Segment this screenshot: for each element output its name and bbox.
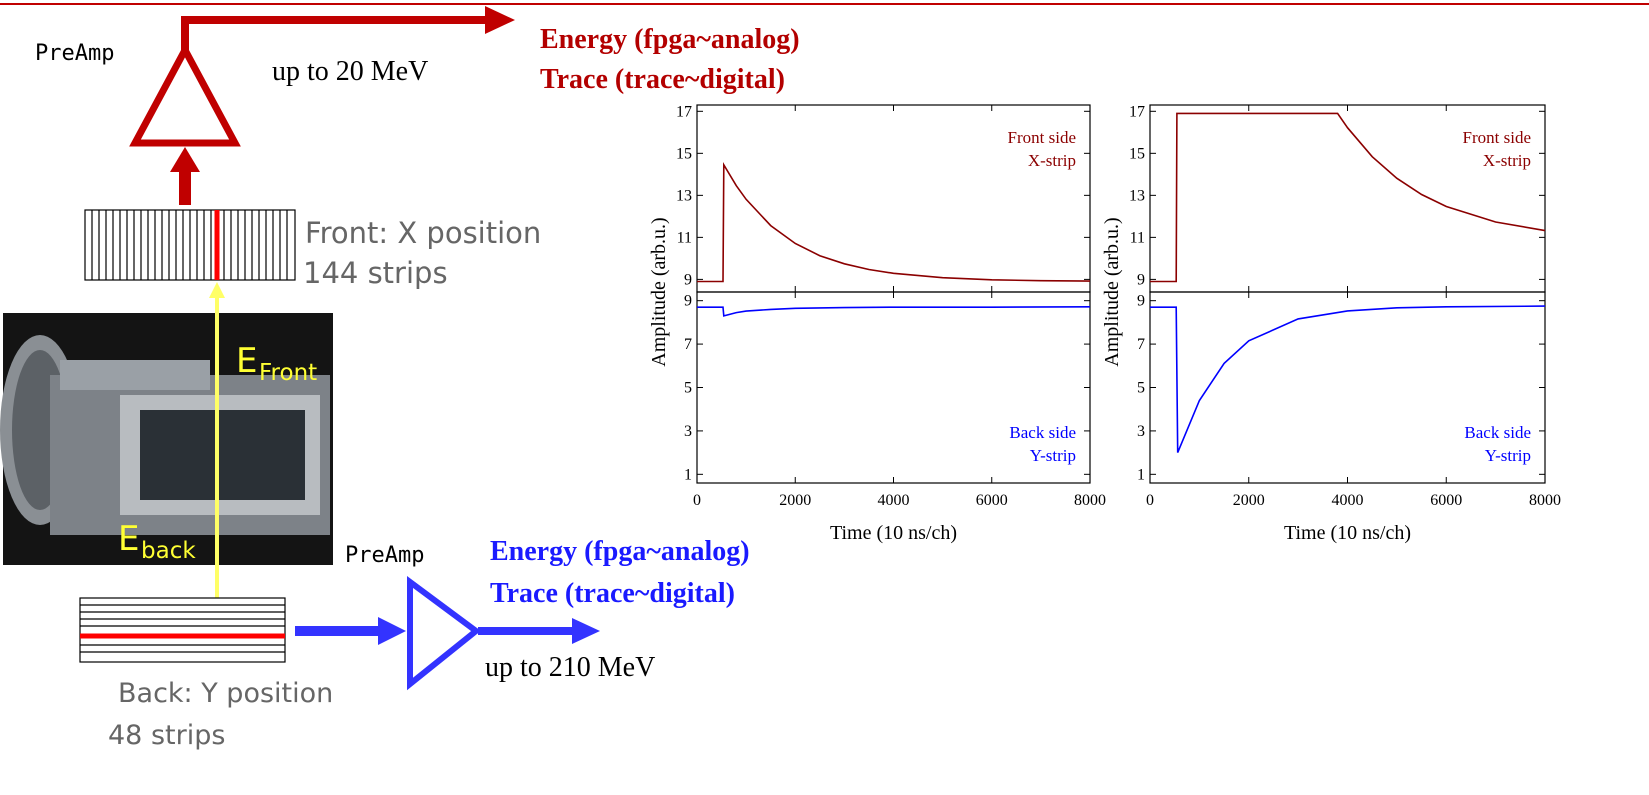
annotation: Front side [1463,128,1531,147]
arrow-head [572,618,600,644]
label: up to 20 MeV [272,56,428,87]
annotation: Y-strip [1485,446,1531,465]
label: Energy (fpga~analog) [540,24,800,55]
y-tick-label: 15 [1129,145,1145,162]
x-tick-label: 4000 [1332,492,1364,509]
y-tick-label: 11 [677,229,692,246]
trace-line [697,306,1091,317]
trace-line [697,162,1091,283]
annotation: Back side [1464,423,1531,442]
back-strips [79,597,286,663]
y-tick-label: 5 [1137,380,1145,397]
label: E [118,519,139,559]
y-tick-label: 1 [684,466,692,483]
label: PreAmp [345,543,424,568]
x-tick-label: 8000 [1529,492,1561,509]
label: Trace (trace~digital) [490,578,735,609]
label: 48 strips [108,720,225,751]
y-tick-label: 3 [684,423,692,440]
y-tick-label: 17 [676,103,692,120]
x-tick-label: 0 [1146,492,1154,509]
annotation: X-strip [1483,151,1531,170]
y-tick-label: 13 [1129,187,1145,204]
y-tick-label: 1 [1137,466,1145,483]
label: 144 strips [303,256,448,290]
y-tick-label: 7 [684,336,692,353]
label: back [141,538,196,564]
arrow-head [170,147,200,172]
label: Trace (trace~digital) [540,64,785,95]
annotation: Back side [1009,423,1076,442]
trace-line [1150,305,1546,453]
output-line [181,16,490,50]
y-axis-label: Amplitude (arb.u.) [1101,217,1123,366]
y-tick-label: 15 [676,145,692,162]
y-tick-label: 13 [676,187,692,204]
label: Energy (fpga~analog) [490,536,750,567]
label: Front [259,360,317,386]
label: PreAmp [35,41,114,66]
y-tick-label: 9 [684,293,692,310]
x-tick-label: 0 [693,492,701,509]
preamp-triangle [407,576,481,691]
x-tick-label: 6000 [976,492,1008,509]
y-tick-label: 7 [1137,336,1145,353]
y-tick-label: 17 [1129,103,1145,120]
x-axis-label: Time (10 ns/ch) [1284,522,1411,544]
arrow-head [378,617,406,645]
y-tick-label: 9 [684,271,692,288]
y-tick-label: 3 [1137,423,1145,440]
annotation: X-strip [1028,151,1076,170]
x-tick-label: 4000 [878,492,910,509]
label: Front: X position [305,216,541,250]
x-tick-label: 2000 [1233,492,1265,509]
annotation: Y-strip [1030,446,1076,465]
label: up to 210 MeV [485,652,655,683]
x-tick-label: 6000 [1430,492,1462,509]
trace-line [1150,112,1546,283]
front-strips [84,209,296,281]
y-tick-label: 11 [1130,229,1145,246]
y-tick-label: 9 [1137,293,1145,310]
x-axis-label: Time (10 ns/ch) [830,522,957,544]
y-axis-label: Amplitude (arb.u.) [648,217,670,366]
label: Back: Y position [118,678,333,709]
y-tick-label: 9 [1137,271,1145,288]
x-tick-label: 8000 [1074,492,1106,509]
x-tick-label: 2000 [779,492,811,509]
label: E [236,341,257,381]
preamp-triangle [129,42,241,147]
annotation: Front side [1008,128,1076,147]
y-tick-label: 5 [684,380,692,397]
detector-photo [0,313,333,565]
arrow-head [485,6,515,34]
